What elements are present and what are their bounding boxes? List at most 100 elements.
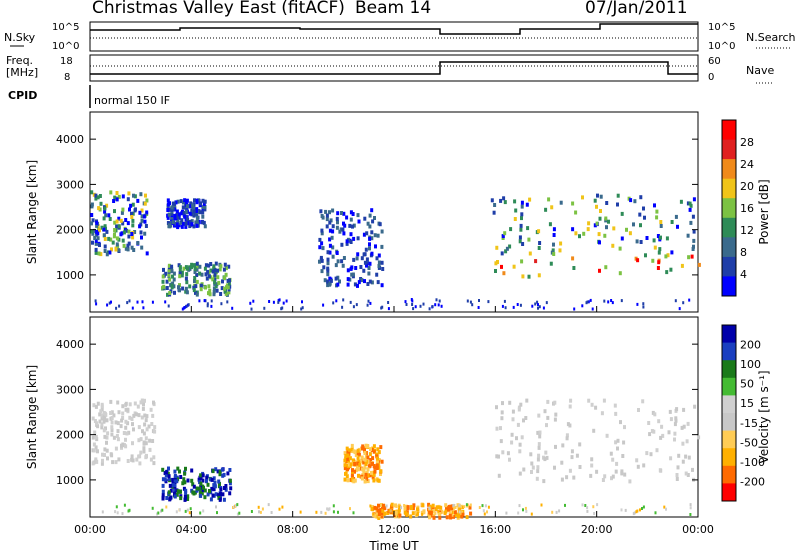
velocity-data-cell [343,463,347,468]
velocity-data-cell [137,438,141,443]
velocity-data-cell [161,495,165,500]
power-data-cell [108,250,112,255]
velocity-data-cell [403,506,407,511]
power-data-cell [103,224,107,229]
velocity-data-cell [665,507,667,511]
power-colorbar-tick-label: 4 [740,268,747,281]
velocity-data-cell [91,416,95,421]
power-data-cell [210,299,213,303]
velocity-data-cell [117,410,121,415]
power-colorbar-tick-label: 12 [740,224,754,237]
power-data-cell [380,260,384,265]
date-label: 07/Jan/2011 [585,0,688,18]
velocity-data-cell [661,433,665,438]
velocity-data-cell [348,448,352,453]
power-data-cell [513,217,517,221]
power-data-cell [126,243,130,248]
velocity-data-cell [352,449,356,454]
velocity-data-cell [603,474,607,479]
velocity-data-cell [144,453,148,458]
velocity-data-cell [167,474,171,479]
velocity-data-cell [372,478,376,483]
velocity-data-cell [565,436,569,441]
velocity-data-cell [178,508,181,512]
power-data-cell [550,205,554,210]
power-data-cell [195,215,199,220]
power-data-cell [536,300,539,304]
velocity-data-cell [199,493,203,498]
power-data-cell [697,262,701,267]
velocity-data-cell [236,503,239,507]
power-data-cell [516,303,519,306]
power-data-cell [122,243,126,248]
velocity-colorbar-tick-label: 100 [740,358,761,371]
power-colorbar-segment [722,237,736,258]
velocity-colorbar-tick-label: -15 [740,417,758,430]
velocity-data-cell [397,507,401,512]
velocity-data-cell [377,516,381,520]
velocity-data-cell [369,458,373,462]
power-panel: Slant Range [km] 1000 2000 3000 4000 28 24 20… [25,111,771,313]
velocity-data-cell [119,424,123,429]
power-data-cell [131,202,135,207]
power-data-cell [349,217,353,222]
power-data-cell [94,193,98,198]
velocity-data-cell [537,413,541,418]
power-data-cell [178,267,182,272]
power-data-cell [329,218,333,223]
velocity-data-cell [543,409,547,414]
power-data-cell [130,245,134,250]
power-data-cell [603,299,606,303]
velocity-data-cell [128,508,131,512]
velocity-data-cell [144,436,148,441]
power-data-cell [138,210,142,215]
velocity-data-cell [106,431,110,436]
velocity-data-cell [184,466,187,471]
power-data-cell [335,299,338,303]
power-data-cell [109,237,113,242]
velocity-data-cell [346,478,350,483]
power-data-cell [102,227,106,232]
power-data-cell [203,199,207,204]
velocity-data-cell [136,404,140,409]
power-data-cell [356,213,360,218]
velocity-data-cell [100,416,104,421]
power-data-cell [195,273,199,277]
power-colorbar-tick-label: 20 [740,180,754,193]
velocity-data-cell [624,508,627,512]
velocity-data-cell [353,469,356,474]
velocity-data-cell [616,446,619,451]
velocity-data-cell [693,404,697,409]
velocity-colorbar-frame [721,324,737,502]
velocity-data-cell [382,503,385,508]
velocity-data-cell [380,506,384,511]
power-data-cell [214,284,218,289]
power-y-tick-label: 3000 [56,178,84,191]
velocity-data-cell [183,497,187,502]
power-data-cell [113,228,117,232]
power-data-cell [341,263,345,268]
power-data-cell [387,301,390,304]
power-data-cell [249,301,252,305]
velocity-data-cell [353,478,357,483]
velocity-data-cell [215,505,217,509]
velocity-data-cell [616,438,620,443]
velocity-data-cell [233,505,235,509]
velocity-data-cell [361,444,365,449]
power-data-cell [573,307,576,311]
velocity-data-cell [388,509,391,513]
velocity-data-cell [366,459,370,464]
power-data-cell [220,286,224,291]
velocity-data-cell [114,420,118,425]
velocity-data-cell [586,509,589,513]
velocity-data-cell [250,510,253,513]
power-data-cell [117,194,121,199]
velocity-data-cell [115,505,118,509]
power-data-cell [632,222,635,227]
velocity-data-cell [148,447,152,452]
power-data-cell [188,204,192,209]
velocity-data-cell [515,436,518,441]
velocity-data-cell [183,480,187,485]
power-data-cell [380,229,384,234]
velocity-data-cell [121,416,125,420]
